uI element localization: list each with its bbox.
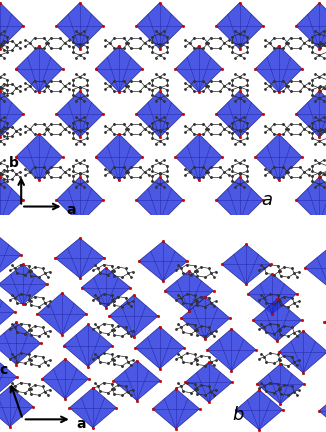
Polygon shape	[113, 361, 160, 400]
Polygon shape	[181, 297, 230, 339]
Polygon shape	[56, 91, 103, 137]
Polygon shape	[207, 329, 256, 371]
Polygon shape	[153, 389, 200, 429]
Polygon shape	[16, 46, 63, 92]
Polygon shape	[64, 324, 112, 367]
Polygon shape	[0, 387, 33, 427]
Polygon shape	[109, 295, 158, 337]
Polygon shape	[55, 238, 104, 278]
Polygon shape	[255, 134, 302, 180]
Polygon shape	[165, 271, 214, 311]
Polygon shape	[56, 177, 103, 223]
Polygon shape	[0, 357, 17, 397]
Polygon shape	[216, 3, 263, 49]
Polygon shape	[37, 293, 86, 335]
Text: b: b	[9, 156, 19, 170]
Polygon shape	[82, 267, 130, 308]
Polygon shape	[175, 134, 222, 180]
Polygon shape	[185, 362, 232, 402]
Polygon shape	[248, 274, 297, 314]
Polygon shape	[324, 301, 326, 343]
Polygon shape	[136, 91, 183, 137]
Text: $b$: $b$	[232, 406, 244, 423]
Polygon shape	[139, 241, 187, 281]
Polygon shape	[296, 177, 326, 223]
Polygon shape	[0, 322, 41, 365]
Polygon shape	[0, 235, 21, 275]
Polygon shape	[296, 91, 326, 137]
Polygon shape	[279, 331, 326, 373]
Polygon shape	[255, 46, 302, 92]
Polygon shape	[0, 291, 15, 333]
Text: a: a	[67, 203, 76, 217]
Polygon shape	[136, 3, 183, 49]
Polygon shape	[0, 264, 47, 305]
Text: $a$: $a$	[261, 191, 273, 209]
Polygon shape	[42, 359, 89, 399]
Polygon shape	[136, 177, 183, 223]
Polygon shape	[236, 390, 283, 430]
Polygon shape	[96, 46, 142, 92]
Polygon shape	[216, 91, 263, 137]
Polygon shape	[296, 3, 326, 49]
Polygon shape	[319, 391, 326, 431]
Polygon shape	[56, 3, 103, 49]
Polygon shape	[253, 299, 302, 341]
Text: c: c	[0, 363, 7, 377]
Polygon shape	[0, 3, 23, 49]
Polygon shape	[0, 91, 23, 137]
Polygon shape	[257, 364, 304, 404]
Polygon shape	[175, 46, 222, 92]
Text: a: a	[77, 416, 86, 431]
Polygon shape	[135, 327, 184, 369]
Polygon shape	[69, 388, 116, 428]
Polygon shape	[96, 134, 142, 180]
Polygon shape	[0, 177, 23, 223]
Polygon shape	[222, 245, 271, 284]
Polygon shape	[16, 134, 63, 180]
Polygon shape	[216, 177, 263, 223]
Polygon shape	[305, 248, 326, 288]
